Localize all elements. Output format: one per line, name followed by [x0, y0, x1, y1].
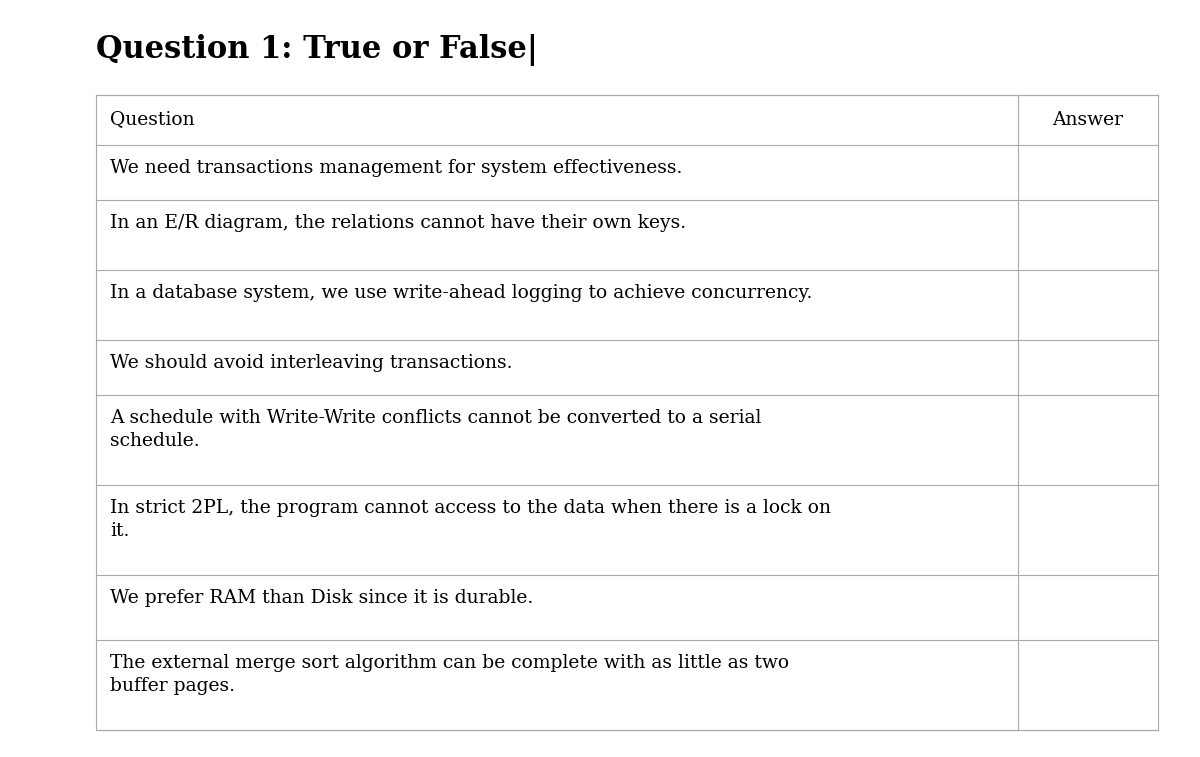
- Text: In an E/R diagram, the relations cannot have their own keys.: In an E/R diagram, the relations cannot …: [110, 213, 686, 232]
- Text: In strict 2PL, the program cannot access to the data when there is a lock on
it.: In strict 2PL, the program cannot access…: [110, 499, 830, 540]
- Text: A schedule with Write-Write conflicts cannot be converted to a serial
schedule.: A schedule with Write-Write conflicts ca…: [110, 409, 761, 450]
- Text: The external merge sort algorithm can be complete with as little as two
buffer p: The external merge sort algorithm can be…: [110, 653, 790, 695]
- Text: In a database system, we use write-ahead logging to achieve concurrency.: In a database system, we use write-ahead…: [110, 284, 812, 301]
- Text: We need transactions management for system effectiveness.: We need transactions management for syst…: [110, 159, 683, 176]
- Text: Answer: Answer: [1052, 111, 1123, 129]
- Text: We should avoid interleaving transactions.: We should avoid interleaving transaction…: [110, 354, 512, 372]
- Text: Question 1: True or False|: Question 1: True or False|: [96, 34, 538, 66]
- Text: Question: Question: [110, 111, 194, 129]
- Text: We prefer RAM than Disk since it is durable.: We prefer RAM than Disk since it is dura…: [110, 589, 533, 606]
